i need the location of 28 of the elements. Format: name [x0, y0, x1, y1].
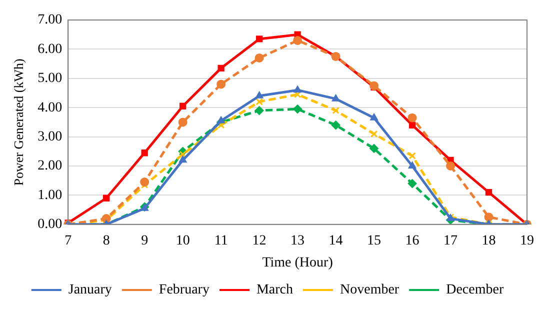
x-tick-label: 10 [176, 233, 190, 248]
x-tick-label: 15 [367, 233, 382, 248]
y-tick-label: 6.00 [38, 42, 62, 57]
x-tick-label: 7 [64, 233, 72, 248]
x-tick-label: 14 [328, 233, 343, 248]
legend-label: January [68, 282, 112, 298]
y-tick-label: 4.00 [38, 100, 62, 116]
x-tick-label: 17 [444, 233, 458, 248]
y-tick-label: 5.00 [38, 71, 62, 86]
legend-label: November [340, 282, 400, 298]
x-tick-label: 12 [252, 233, 266, 248]
y-tick-label: 3.00 [38, 129, 62, 144]
x-tick-label: 11 [214, 233, 228, 248]
x-tick-label: 16 [405, 233, 420, 248]
x-tick-label: 9 [141, 233, 148, 248]
y-tick-label: 7.00 [38, 12, 62, 28]
x-tick-label: 13 [290, 233, 305, 248]
legend-label: February [158, 282, 210, 298]
legend-label: March [256, 282, 294, 298]
legend-label: December [446, 282, 504, 298]
x-tick-label: 18 [482, 233, 496, 248]
x-tick-label: 8 [102, 233, 110, 248]
x-tick-label: 19 [520, 233, 534, 248]
x-axis-title: Time (Hour) [262, 255, 334, 270]
y-tick-label: 0.00 [38, 217, 62, 232]
y-axis-title: Power Generated (kWh) [11, 58, 26, 186]
y-tick-label: 2.00 [38, 158, 62, 174]
y-tick-label: 1.00 [38, 188, 62, 203]
